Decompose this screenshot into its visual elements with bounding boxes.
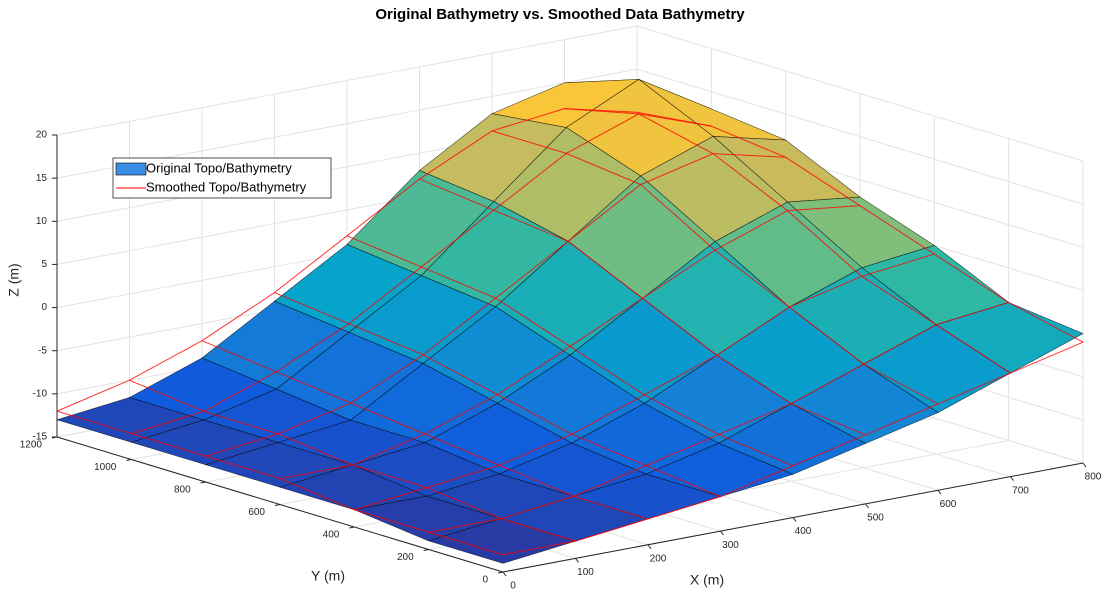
legend-label: Original Topo/Bathymetry: [146, 160, 292, 175]
x-tick-label: 100: [577, 567, 594, 578]
x-tick-label: 200: [650, 553, 667, 564]
z-tick-label: -5: [38, 345, 47, 356]
y-tick: [275, 505, 280, 506]
z-tick-label: 20: [36, 130, 48, 141]
y-tick: [498, 572, 503, 573]
chart-title: Original Bathymetry vs. Smoothed Data Ba…: [375, 6, 745, 23]
legend-swatch: [116, 163, 146, 175]
x-tick-label: 700: [1012, 485, 1029, 496]
page: {"chart_data": { "type": "surface", "tit…: [0, 0, 1120, 594]
x-tick: [1011, 477, 1014, 481]
legend-label: Smoothed Topo/Bathymetry: [146, 179, 307, 194]
x-axis-label: X (m): [690, 572, 724, 588]
x-tick: [866, 504, 869, 508]
x-tick-label: 0: [510, 581, 516, 592]
x-tick-label: 300: [722, 540, 739, 551]
y-tick-label: 1000: [94, 462, 117, 473]
z-tick-label: 15: [36, 173, 48, 184]
y-tick: [201, 482, 206, 483]
y-tick: [126, 460, 131, 461]
x-tick: [576, 558, 579, 562]
y-tick: [424, 550, 429, 551]
y-tick-label: 400: [323, 530, 340, 541]
x-tick-label: 800: [1085, 472, 1102, 483]
x-tick-label: 600: [940, 499, 957, 510]
x-tick: [648, 545, 651, 549]
chart: Original Bathymetry vs. Smoothed Data Ba…: [0, 0, 1120, 594]
y-tick: [349, 527, 354, 528]
y-tick-label: 800: [174, 485, 191, 496]
z-tick-label: 5: [41, 259, 47, 270]
x-tick: [793, 518, 796, 522]
z-tick-label: 0: [41, 302, 47, 313]
z-tick-label: -15: [33, 432, 48, 443]
x-tick-label: 400: [795, 526, 812, 537]
y-axis-label: Y (m): [311, 568, 345, 584]
z-axis-label: Z (m): [6, 263, 22, 296]
x-tick: [938, 490, 941, 494]
x-tick: [721, 531, 724, 535]
z-tick-label: -10: [33, 388, 48, 399]
x-tick: [1083, 463, 1086, 467]
x-tick-label: 500: [867, 513, 884, 524]
x-tick: [503, 572, 506, 576]
y-tick-label: 200: [397, 552, 414, 563]
y-tick-label: 0: [482, 575, 488, 586]
y-tick-label: 600: [248, 507, 265, 518]
z-tick-label: 10: [36, 216, 48, 227]
